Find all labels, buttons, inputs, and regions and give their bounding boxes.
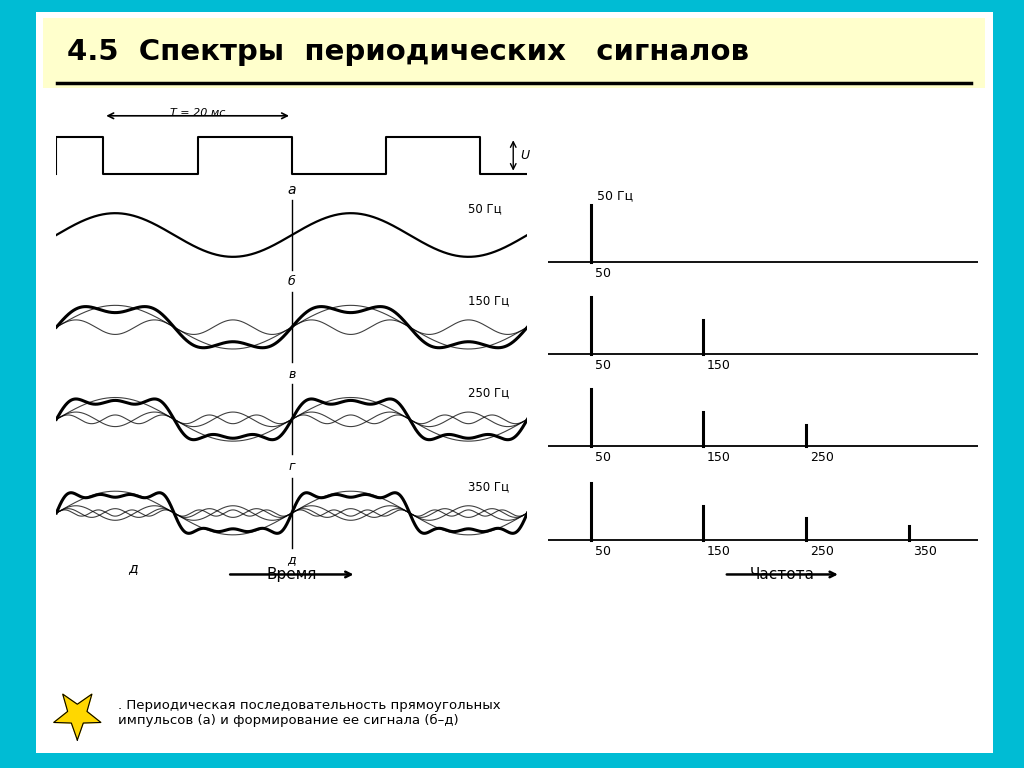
Text: 250: 250 (810, 451, 835, 464)
Text: д: д (288, 554, 296, 567)
Text: д: д (128, 561, 138, 575)
Text: г: г (289, 460, 295, 473)
Text: в: в (288, 368, 296, 381)
Text: 150: 150 (707, 359, 731, 372)
Text: 50: 50 (595, 451, 611, 464)
Text: 50: 50 (595, 545, 611, 558)
Text: 150: 150 (707, 451, 731, 464)
Text: 350 Гц: 350 Гц (469, 480, 510, 493)
Text: 50 Гц: 50 Гц (469, 202, 502, 215)
Text: 50 Гц: 50 Гц (597, 189, 634, 202)
Text: 350: 350 (913, 545, 937, 558)
Text: 150: 150 (707, 545, 731, 558)
Text: T = 20 мс: T = 20 мс (170, 108, 225, 118)
Text: 50: 50 (595, 266, 611, 280)
Text: 250 Гц: 250 Гц (469, 386, 510, 399)
Text: 4.5  Спектры  периодических   сигналов: 4.5 Спектры периодических сигналов (67, 38, 749, 65)
Text: Частота: Частота (750, 567, 815, 582)
Text: 150 Гц: 150 Гц (469, 294, 510, 307)
Text: б: б (288, 276, 296, 289)
Text: 250: 250 (810, 545, 835, 558)
Polygon shape (53, 694, 101, 740)
Text: U: U (520, 149, 529, 162)
Text: . Периодическая последовательность прямоугольных
импульсов (а) и формирование ее: . Периодическая последовательность прямо… (118, 699, 501, 727)
Text: а: а (288, 183, 296, 197)
Text: 50: 50 (595, 359, 611, 372)
Text: Время: Время (266, 567, 317, 582)
